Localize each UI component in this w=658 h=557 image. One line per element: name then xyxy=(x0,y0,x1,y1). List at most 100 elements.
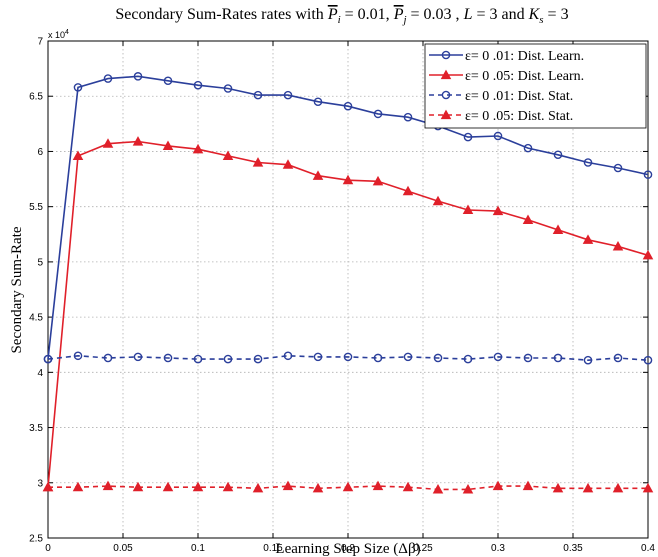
data-point xyxy=(102,480,114,491)
y-tick-label: 6 xyxy=(37,147,43,158)
data-point xyxy=(222,481,234,492)
data-point xyxy=(552,482,564,493)
y-tick-label: 7 xyxy=(37,37,43,48)
data-point xyxy=(42,481,54,492)
legend-marker xyxy=(440,109,452,120)
series-4 xyxy=(42,480,654,494)
legend-label: ε= 0 .01: Dist. Stat. xyxy=(465,89,573,104)
data-point xyxy=(432,483,444,494)
data-point xyxy=(582,234,594,244)
data-point xyxy=(282,159,294,169)
data-point xyxy=(553,150,563,160)
y-tick-label: 5.5 xyxy=(29,202,43,213)
series-line xyxy=(47,75,649,360)
data-point xyxy=(132,481,144,492)
data-point xyxy=(103,74,113,83)
data-point xyxy=(193,354,203,364)
series-layer xyxy=(42,72,654,494)
data-point xyxy=(312,170,324,180)
data-point xyxy=(253,90,263,100)
y-tick-label: 4.5 xyxy=(29,313,43,324)
x-tick-label: 0.35 xyxy=(563,543,583,554)
data-point xyxy=(613,353,623,363)
data-point xyxy=(102,138,114,148)
data-point xyxy=(522,214,534,225)
data-point xyxy=(582,482,594,493)
data-point xyxy=(343,352,353,362)
data-point xyxy=(72,150,84,160)
data-point xyxy=(373,353,383,363)
data-point xyxy=(193,80,203,90)
data-point xyxy=(312,482,324,493)
data-point xyxy=(612,482,624,493)
x-tick-label: 0.05 xyxy=(113,543,133,554)
data-point xyxy=(163,353,173,363)
data-point xyxy=(223,354,233,364)
data-point xyxy=(43,354,53,364)
data-point xyxy=(433,353,443,363)
legend-marker xyxy=(441,50,451,60)
x-tick-label: 0.2 xyxy=(341,543,355,554)
y-multiplier: x 104 xyxy=(48,29,69,40)
data-point xyxy=(373,109,383,119)
data-point xyxy=(432,195,444,206)
data-point xyxy=(283,351,293,361)
data-point xyxy=(403,352,413,362)
data-point xyxy=(613,163,623,173)
ticks-layer: 0 0.05 0.1 0.15 0.2 0.25 0.3 0.35 0.4 2.5 3 3.5 4 4.5… xyxy=(29,37,655,555)
data-point xyxy=(222,150,234,160)
x-tick-label: 0 xyxy=(45,543,51,554)
legend-label: ε= 0 .05: Dist. Stat. xyxy=(465,109,573,124)
data-point xyxy=(163,76,173,86)
y-tick-label: 6.5 xyxy=(29,92,43,103)
data-point xyxy=(162,140,174,151)
data-point xyxy=(493,352,503,362)
legend-label: ε= 0 .05: Dist. Learn. xyxy=(465,69,584,84)
data-point xyxy=(643,355,653,365)
legend-marker xyxy=(440,69,452,80)
chart-title: Secondary Sum-Rates rates with Pi = 0.01… xyxy=(115,6,568,26)
data-point xyxy=(402,481,414,492)
data-point xyxy=(162,481,174,492)
data-point xyxy=(372,480,384,491)
x-tick-label: 0.3 xyxy=(491,543,505,554)
series-line xyxy=(47,354,649,362)
y-tick-label: 3 xyxy=(37,478,43,489)
data-point xyxy=(492,480,504,491)
data-point xyxy=(252,482,264,493)
data-point xyxy=(192,481,204,492)
x-tick-label: 0.25 xyxy=(413,543,433,554)
data-point xyxy=(73,83,83,92)
y-tick-label: 5 xyxy=(37,257,43,268)
data-point xyxy=(463,132,473,142)
data-point xyxy=(133,352,143,362)
data-point xyxy=(343,101,353,111)
data-point xyxy=(492,205,504,216)
data-point xyxy=(133,72,143,81)
data-point xyxy=(252,157,264,167)
data-point xyxy=(523,353,533,363)
legend-box xyxy=(424,43,647,129)
data-point xyxy=(223,84,233,93)
legend: ε= 0 .01: Dist. Learn. ε= 0 .05: Dist. Le… xyxy=(424,43,647,129)
x-axis-label: Learning Step Size (Δβ) xyxy=(275,541,420,557)
y-tick-label: 3.5 xyxy=(29,423,43,434)
data-point xyxy=(132,136,144,146)
y-axis-label: Secondary Sum-Rate xyxy=(9,226,25,353)
data-point xyxy=(282,480,294,491)
data-point xyxy=(73,351,83,361)
data-point xyxy=(493,131,503,141)
series-3 xyxy=(43,351,653,365)
x-tick-label: 0.15 xyxy=(263,543,283,554)
data-point xyxy=(462,483,474,494)
data-point xyxy=(522,480,534,491)
data-point xyxy=(463,354,473,364)
data-point xyxy=(402,185,414,196)
data-point xyxy=(462,204,474,215)
y-tick-label: 4 xyxy=(37,368,43,379)
data-point xyxy=(583,355,593,365)
data-point xyxy=(612,241,624,251)
legend-entries: ε= 0 .01: Dist. Learn. ε= 0 .05: Dist. Le… xyxy=(429,49,584,124)
data-point xyxy=(643,170,653,179)
data-point xyxy=(342,174,354,185)
